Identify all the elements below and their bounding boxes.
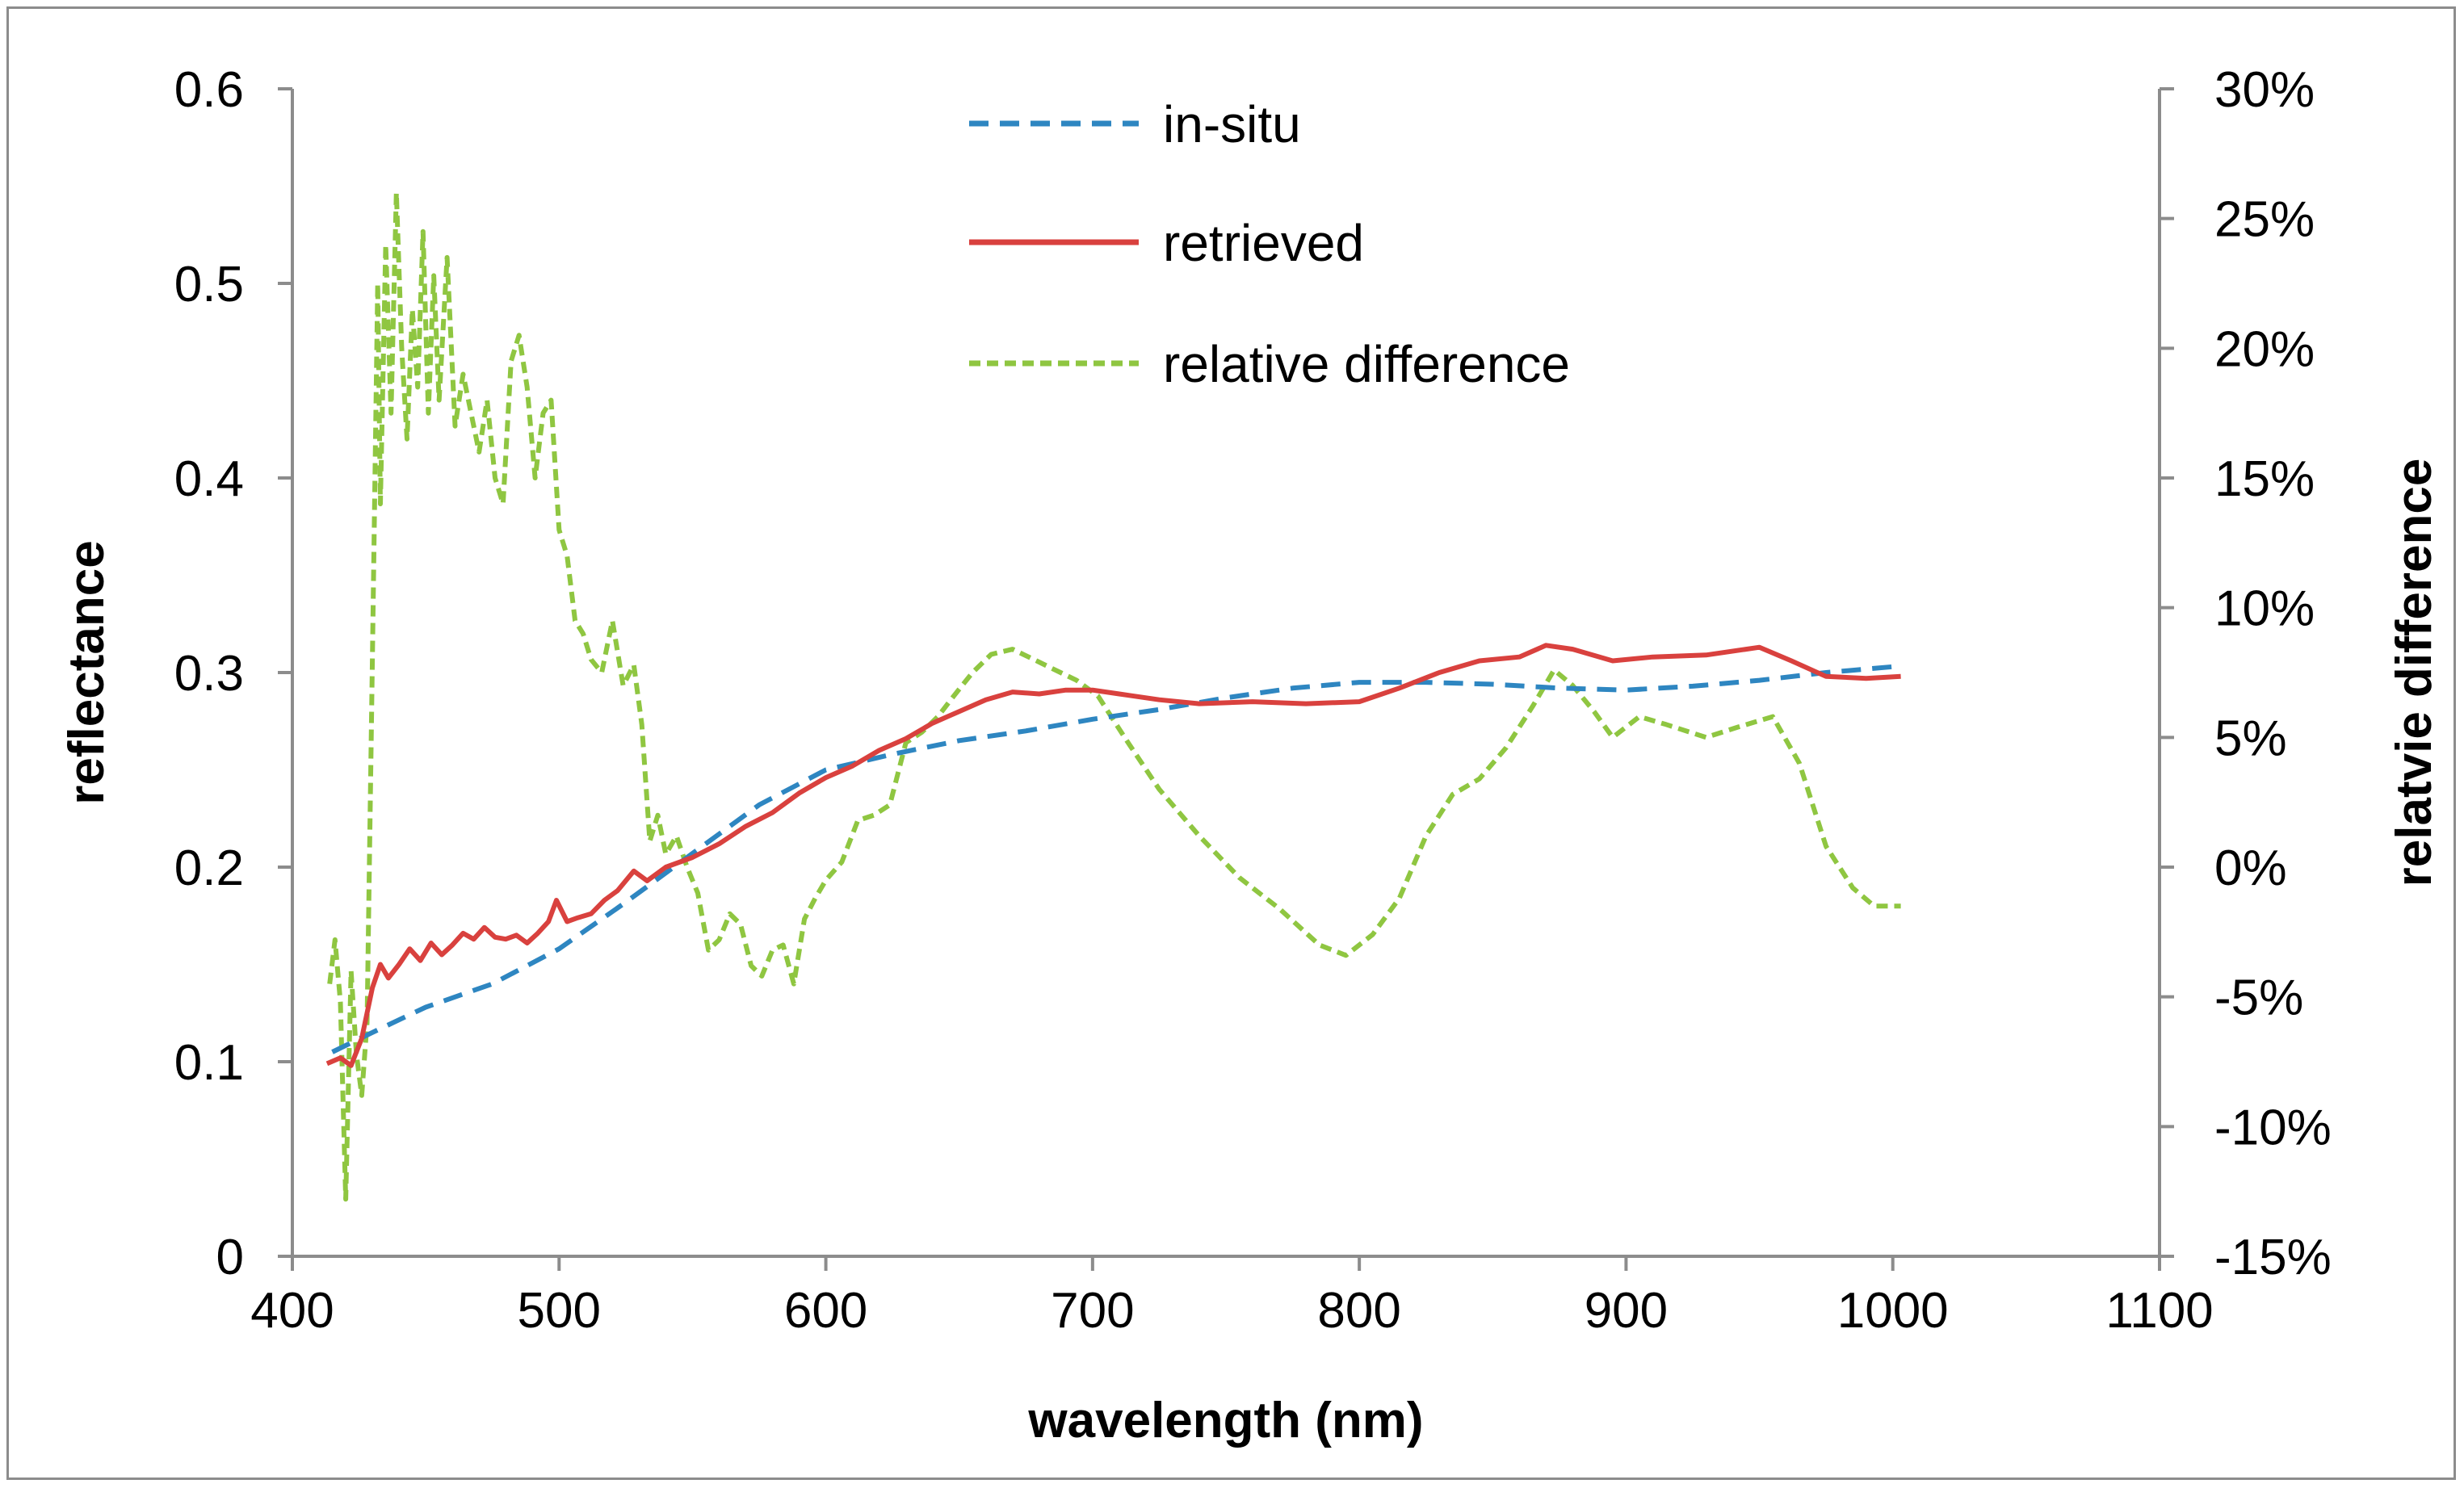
x-tick-label: 1100 — [2105, 1283, 2213, 1339]
y2-tick-label: 10% — [2214, 581, 2315, 637]
legend-label-relative-difference: relative difference — [1163, 335, 1570, 393]
x-tick-group: 400 500 600 700 800 900 1000 1100 — [250, 1256, 2214, 1339]
y-tick-label: 0.6 — [174, 62, 244, 118]
y2-tick-label: -10% — [2214, 1100, 2332, 1155]
legend-label-in-situ: in-situ — [1163, 95, 1301, 153]
y2-tick-group: -15% -10% -5% 0% 5% 10% 15% 20% 25% 30% — [2160, 62, 2332, 1285]
y-tick-label: 0.3 — [174, 646, 244, 702]
y-tick-label: 0.4 — [174, 451, 244, 507]
y2-tick-label: 15% — [2214, 451, 2315, 507]
y-tick-label: 0.5 — [174, 257, 244, 312]
y2-tick-label: 5% — [2214, 710, 2287, 766]
x-tick-label: 1000 — [1837, 1283, 1949, 1339]
y2-tick-label: -5% — [2214, 970, 2303, 1026]
y-tick-label: 0.1 — [174, 1035, 244, 1091]
series-in-situ-line — [331, 664, 1893, 1054]
legend-label-retrieved: retrieved — [1163, 214, 1364, 272]
series-layer — [325, 190, 1901, 1202]
y-axis-title: reflectance — [59, 540, 115, 804]
y2-tick-label: -15% — [2214, 1230, 2332, 1285]
y2-tick-label: 20% — [2214, 321, 2315, 377]
chart-frame — [6, 6, 2456, 1480]
x-axis-title: wavelength (nm) — [1027, 1393, 1423, 1448]
x-tick-label: 900 — [1585, 1283, 1668, 1339]
x-tick-label: 800 — [1317, 1283, 1400, 1339]
y2-tick-label: 0% — [2214, 840, 2287, 896]
y2-axis-title: relatvie difference — [2386, 459, 2442, 887]
x-tick-label: 700 — [1051, 1283, 1134, 1339]
y-tick-label: 0 — [216, 1230, 244, 1285]
legend: in-situ retrieved relative difference — [969, 95, 1570, 393]
series-retrieved-line — [325, 643, 1901, 1068]
x-tick-label: 500 — [518, 1283, 601, 1339]
y-tick-label: 0.2 — [174, 840, 244, 896]
y2-tick-label: 30% — [2214, 62, 2315, 118]
y-tick-group: 0 0.1 0.2 0.3 0.4 0.5 0.6 — [174, 62, 292, 1285]
y2-tick-label: 25% — [2214, 192, 2315, 248]
x-tick-label: 400 — [250, 1283, 334, 1339]
series-relative-difference-line — [327, 190, 1901, 1202]
x-tick-label: 600 — [784, 1283, 867, 1339]
